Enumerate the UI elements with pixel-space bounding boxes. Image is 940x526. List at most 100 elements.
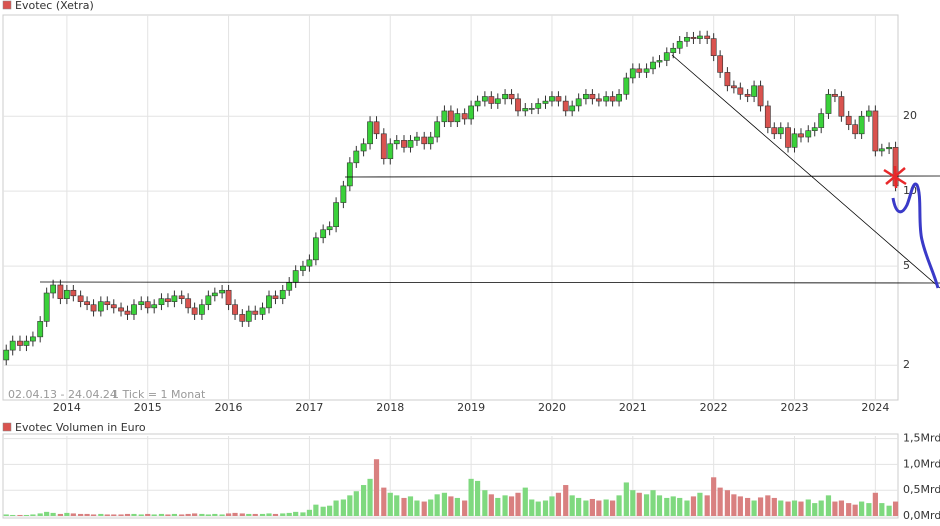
candle-body bbox=[104, 301, 111, 306]
volume-bar bbox=[697, 492, 703, 516]
chart-title: Evotec (Xetra) bbox=[15, 0, 94, 12]
candle-body bbox=[805, 130, 812, 138]
candle-body bbox=[751, 85, 757, 97]
volume-bar bbox=[441, 492, 448, 516]
candle-body bbox=[286, 282, 293, 291]
volume-bar bbox=[280, 513, 286, 516]
volume-bar bbox=[818, 500, 824, 516]
candle-body bbox=[360, 143, 367, 152]
volume-bar bbox=[171, 513, 178, 516]
candle-body bbox=[266, 295, 272, 309]
volume-bar bbox=[879, 503, 885, 516]
candle-body bbox=[623, 77, 630, 95]
volume-bar bbox=[866, 503, 872, 516]
candle-body bbox=[461, 113, 468, 120]
volume-bar bbox=[596, 500, 602, 516]
x-tick-label: 2017 bbox=[295, 401, 323, 414]
volume-bar bbox=[70, 513, 76, 516]
volume-bar bbox=[333, 500, 339, 516]
volume-bar bbox=[225, 513, 232, 516]
volume-bar bbox=[488, 494, 494, 516]
volume-bar bbox=[859, 501, 865, 516]
volume-bar bbox=[757, 497, 764, 516]
volume-bar bbox=[664, 497, 670, 516]
volume-bar bbox=[454, 497, 460, 516]
y-tick-label: 20 bbox=[903, 109, 917, 122]
candle-body bbox=[367, 121, 373, 145]
candle-body bbox=[259, 307, 266, 315]
candle-body bbox=[219, 289, 226, 294]
volume-bar bbox=[515, 492, 521, 516]
candle-body bbox=[232, 304, 238, 315]
candle-body bbox=[9, 340, 16, 351]
candle-body bbox=[508, 93, 515, 100]
candle-body bbox=[448, 110, 454, 123]
volume-bar bbox=[23, 514, 30, 516]
volume-bar bbox=[340, 499, 346, 516]
candle-body bbox=[272, 295, 279, 299]
volume-bar bbox=[179, 514, 185, 516]
volume-bar bbox=[791, 500, 798, 516]
candle-body bbox=[3, 349, 10, 361]
volume-bar bbox=[239, 513, 245, 516]
candle-body bbox=[515, 98, 521, 112]
volume-bar bbox=[192, 513, 198, 516]
volume-bar bbox=[583, 500, 589, 516]
volume-bar bbox=[158, 513, 165, 516]
volume-bar bbox=[495, 497, 501, 516]
candle-body bbox=[522, 108, 529, 112]
volume-bar bbox=[57, 513, 64, 516]
volume-bar bbox=[630, 490, 636, 516]
volume-bar bbox=[724, 490, 731, 516]
candle-body bbox=[158, 298, 165, 306]
volume-bar bbox=[347, 495, 353, 516]
candle-body bbox=[138, 301, 145, 306]
candle-body bbox=[300, 265, 306, 271]
volume-bar bbox=[98, 513, 104, 516]
volume-bar bbox=[84, 513, 90, 516]
plot: 2014 2015 2016 2017 2018 2019 2020 2021 2022 2023… bbox=[3, 15, 940, 522]
candle-body bbox=[292, 270, 299, 283]
candle-body bbox=[118, 307, 124, 312]
candle-body bbox=[684, 36, 690, 42]
volume-bar bbox=[771, 497, 777, 516]
candle-body bbox=[481, 96, 488, 102]
candle-body bbox=[603, 96, 610, 102]
candle-body bbox=[57, 284, 64, 299]
volume-bar bbox=[185, 513, 191, 516]
y-tick-label: 0,5Mrd bbox=[903, 483, 940, 496]
candle-body bbox=[757, 85, 764, 107]
candle-body bbox=[387, 143, 394, 160]
volume-bar bbox=[508, 496, 515, 516]
candle-body bbox=[589, 93, 596, 100]
candle-body bbox=[434, 121, 441, 138]
candle-body bbox=[333, 202, 339, 228]
candle-body bbox=[393, 140, 400, 145]
candle-body bbox=[110, 304, 117, 309]
hand-drawn-path bbox=[891, 182, 940, 289]
volume-bar bbox=[838, 500, 845, 516]
candle-body bbox=[845, 115, 852, 125]
candle-body bbox=[77, 295, 84, 302]
volume-bar bbox=[17, 514, 23, 516]
volume-bar bbox=[401, 497, 407, 516]
candle-body bbox=[312, 237, 319, 261]
x-tick-label: 2023 bbox=[781, 401, 809, 414]
volume-bar bbox=[414, 500, 420, 516]
x-tick-label: 2015 bbox=[134, 401, 162, 414]
volume-bar bbox=[751, 500, 757, 516]
candle-body bbox=[636, 68, 643, 73]
candle-body bbox=[643, 68, 650, 73]
volume-bar bbox=[293, 511, 299, 516]
candle-body bbox=[17, 340, 23, 346]
volume-bar bbox=[286, 512, 292, 516]
candle-body bbox=[777, 127, 784, 135]
candle-body bbox=[629, 68, 636, 79]
volume-bar bbox=[199, 513, 205, 516]
y-tick-label: 2 bbox=[903, 358, 910, 371]
candle-body bbox=[697, 35, 703, 39]
candle-body bbox=[650, 61, 656, 70]
volume-bar bbox=[616, 495, 622, 516]
candle-body bbox=[616, 93, 622, 102]
